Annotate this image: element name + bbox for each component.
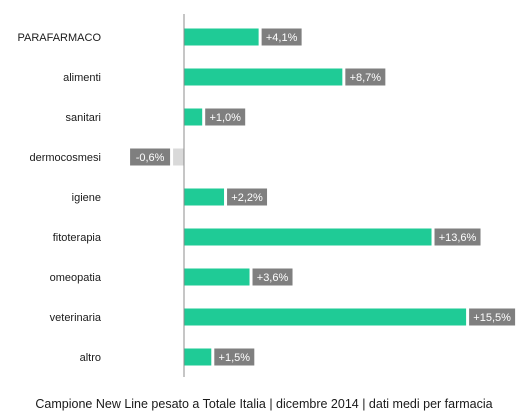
value-label-box-fitoterapia [434,228,481,246]
value-label-veterinaria: +15,5% [473,312,511,324]
category-label-omeopatia: omeopatia [50,272,102,284]
value-label-box-alimenti [345,68,386,86]
value-label-dermocosmesi: -0,6% [136,152,165,164]
value-label-box-parafarmaco [261,28,302,46]
value-label-box-omeopatia [252,268,293,286]
bar-sanitari [184,108,203,126]
category-label-sanitari: sanitari [66,112,101,124]
category-label-fitoterapia: fitoterapia [53,232,102,244]
category-label-parafarmaco: PARAFARMACO [17,32,101,44]
value-label-parafarmaco: +4,1% [266,32,298,44]
bar-igiene [184,188,225,206]
bar-fitoterapia [184,228,432,246]
category-label-alimenti: alimenti [63,72,101,84]
value-label-sanitari: +1,0% [209,112,241,124]
value-label-altro: +1,5% [219,352,251,364]
value-label-box-sanitari [205,108,246,126]
value-label-box-igiene [227,188,268,206]
value-label-box-veterinaria [469,308,516,326]
chart-footer-note: Campione New Line pesato a Totale Italia… [35,397,493,411]
value-label-igiene: +2,2% [231,192,263,204]
bar-parafarmaco [184,28,259,46]
bar-omeopatia [184,268,250,286]
bar-altro [184,348,212,366]
bar-dermocosmesi [173,148,184,166]
category-label-igiene: igiene [72,192,101,204]
value-label-fitoterapia: +13,6% [439,232,477,244]
category-label-altro: altro [80,352,101,364]
category-label-dermocosmesi: dermocosmesi [29,152,101,164]
value-label-box-dermocosmesi [130,148,171,166]
value-label-alimenti: +8,7% [350,72,382,84]
bar-chart: PARAFARMACO +4,1% alimenti +8,7% sanitari +1,… [17,14,516,377]
category-label-veterinaria: veterinaria [50,312,102,324]
bar-alimenti [184,68,343,86]
value-label-box-altro [214,348,255,366]
bar-veterinaria [184,308,467,326]
value-label-omeopatia: +3,6% [257,272,289,284]
